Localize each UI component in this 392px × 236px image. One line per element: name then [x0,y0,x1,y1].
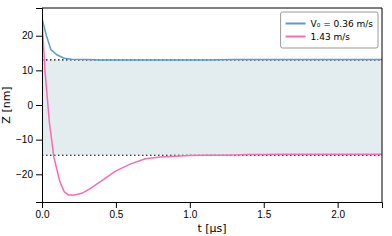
frame [382,8,383,202]
tick-label: 0.0 [36,209,50,220]
axis-line [36,9,43,203]
tick-label: 0.5 [109,209,123,220]
y-axis: −20 −10 0 10 20 [16,9,42,203]
tick-label: 2.0 [331,209,345,220]
tick: 0.5 [109,202,123,220]
tick-label: 20 [22,30,34,41]
x-axis: 0.0 0.5 1.0 1.5 2.0 [36,202,383,220]
tick-mark [36,36,42,37]
legend-swatch [286,36,306,38]
frame [42,8,382,9]
axis-line [43,203,383,209]
legend-label: V₀ = 0.36 m/s [311,19,374,29]
tick-label: 1.5 [257,209,271,220]
tick-label: 1.0 [183,209,197,220]
tick-mark [190,202,191,208]
tick-mark [36,70,42,71]
tick: 0 [27,100,42,111]
tick: 2.0 [331,202,345,220]
tick: 20 [22,30,42,41]
band [42,60,382,155]
tick: −20 [16,169,42,180]
tick-mark [36,174,42,175]
y-axis-title: Z [nm] [0,86,13,123]
tick: 1.5 [257,202,271,220]
legend-box [281,12,378,48]
x-axis-title: t [μs] [197,222,226,235]
tick-mark [36,140,42,141]
tick-mark [116,202,117,208]
tick-label: 10 [22,65,34,76]
series-line [42,18,382,60]
tick-mark [36,105,42,106]
legend: V₀ = 0.36 m/s 1.43 m/s [281,12,378,48]
tick: −10 [16,134,42,145]
tick: 0.0 [36,202,50,220]
tick: 10 [22,65,42,76]
legend-swatch [286,23,306,25]
tick-label: 0 [27,100,33,111]
plot-area: 0.0 0.5 1.0 1.5 2.0 −20 −10 0 10 20 t [μs] Z [nm] V₀… [0,8,383,235]
legend-item: 1.43 m/s [286,32,351,42]
tick-mark [264,202,265,208]
tick-mark [338,202,339,208]
chart: 0.0 0.5 1.0 1.5 2.0 −20 −10 0 10 20 t [μs] Z [nm] V₀… [0,0,392,236]
legend-item: V₀ = 0.36 m/s [286,19,374,29]
tick-label: −20 [16,169,33,180]
tick: 1.0 [183,202,197,220]
tick-label: −10 [16,134,33,145]
legend-label: 1.43 m/s [311,32,351,42]
